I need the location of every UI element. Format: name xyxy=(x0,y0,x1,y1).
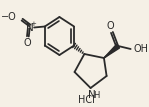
Text: OH: OH xyxy=(133,44,148,54)
Text: HCl: HCl xyxy=(78,95,95,105)
Text: O: O xyxy=(106,21,114,31)
Text: O: O xyxy=(23,37,31,48)
Polygon shape xyxy=(104,44,119,58)
Text: +: + xyxy=(30,21,36,27)
Text: N: N xyxy=(88,90,95,100)
Text: H: H xyxy=(93,91,100,100)
Text: N: N xyxy=(26,22,34,33)
Text: −O: −O xyxy=(1,11,17,22)
